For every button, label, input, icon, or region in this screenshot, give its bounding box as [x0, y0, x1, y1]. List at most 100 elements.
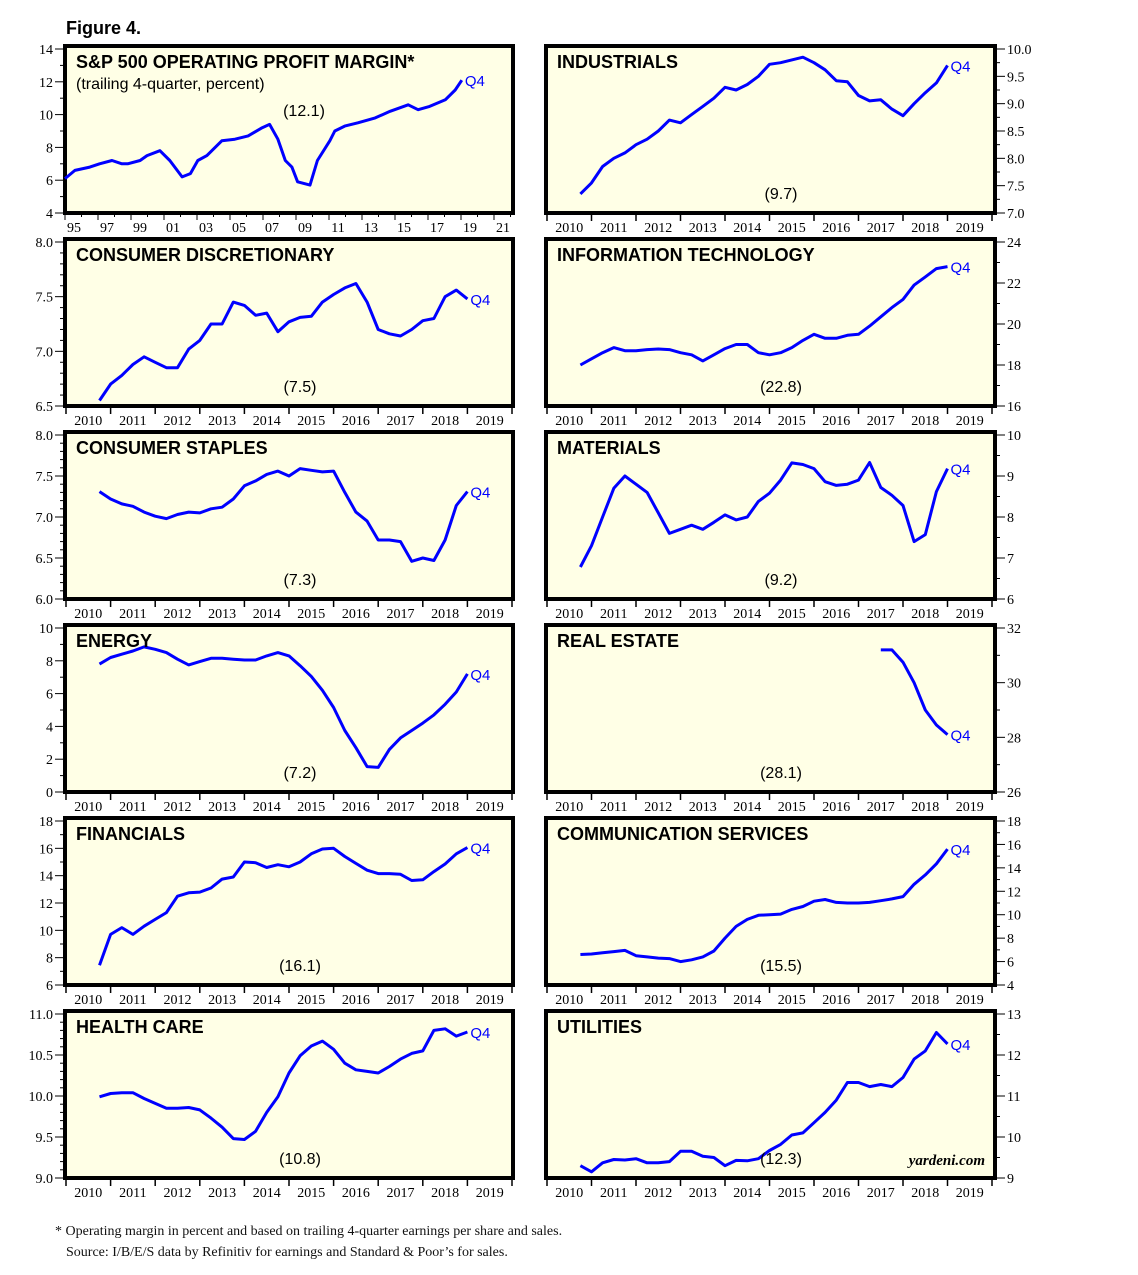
- x-tick-label: 2017: [867, 414, 895, 429]
- series-line: [579, 265, 948, 367]
- y-tick-label: 9: [1007, 470, 1014, 485]
- y-tick-label: 7.5: [36, 470, 54, 485]
- y-tick-label: 6: [46, 174, 53, 189]
- footnote-source: Source: I/B/E/S data by Refinitiv for ea…: [66, 1245, 508, 1260]
- x-tick-label: 2016: [342, 993, 370, 1008]
- panel-industrials: 7.0 7.5 8.0 8.5 9.0 9.5 10.0 2010 2011 2012 2013 20…: [544, 43, 1032, 236]
- x-tick-label: 2017: [387, 414, 415, 429]
- footnote-definition: * Operating margin in percent and based …: [55, 1224, 563, 1239]
- y-tick-label: 12: [1007, 1049, 1021, 1064]
- series-line: [579, 55, 949, 195]
- x-tick-label: 2016: [342, 1186, 370, 1201]
- y-tick-label: 9.0: [36, 1172, 54, 1187]
- x-tick-label: 15: [397, 221, 411, 236]
- y-tick-label: 14: [39, 43, 53, 58]
- panel-title: COMMUNICATION SERVICES: [557, 824, 808, 844]
- x-tick-label: 07: [265, 221, 279, 236]
- x-tick-label: 2018: [431, 607, 459, 622]
- y-tick-label: 8.0: [36, 429, 54, 444]
- y-tick-label: 14: [1007, 862, 1021, 877]
- value-label: (16.1): [279, 958, 321, 975]
- x-tick-label: 2012: [644, 607, 672, 622]
- y-tick-label: 12: [39, 76, 53, 91]
- x-tick-label: 2017: [387, 800, 415, 815]
- y-tick-label: 10: [1007, 909, 1021, 924]
- x-tick-label: 2016: [822, 800, 850, 815]
- x-tick-label: 2012: [164, 607, 192, 622]
- panel-title: S&P 500 OPERATING PROFIT MARGIN*: [76, 52, 414, 72]
- x-tick-label: 2017: [387, 993, 415, 1008]
- end-label-q4: Q4: [470, 292, 490, 309]
- x-tick-label: 2013: [689, 414, 717, 429]
- panel-title: INDUSTRIALS: [557, 52, 678, 72]
- x-tick-label: 2012: [644, 414, 672, 429]
- x-tick-label: 2016: [822, 221, 850, 236]
- x-tick-label: 2019: [956, 414, 984, 429]
- end-label-q4: Q4: [951, 1037, 971, 1054]
- y-tick-label: 6: [46, 979, 53, 994]
- x-tick-label: 2010: [555, 800, 583, 815]
- x-tick-label: 2014: [733, 993, 761, 1008]
- y-tick-label: 11.0: [29, 1008, 53, 1023]
- x-tick-label: 05: [232, 221, 246, 236]
- series-line: [98, 467, 469, 563]
- x-tick-label: 2013: [689, 221, 717, 236]
- end-label-q4: Q4: [470, 667, 490, 684]
- x-tick-label: 2019: [956, 221, 984, 236]
- panel-materials: 6 7 8 9 10 2010 2011 2012 2013 2014 2015 2016 2017 20…: [544, 429, 1021, 622]
- x-tick-label: 2013: [689, 800, 717, 815]
- panel-frame: [63, 816, 515, 987]
- x-tick-label: 2014: [733, 607, 761, 622]
- x-tick-label: 2013: [208, 607, 236, 622]
- y-tick-label: 7: [1007, 552, 1014, 567]
- x-tick-label: 2013: [689, 1186, 717, 1201]
- x-tick-label: 2012: [644, 1186, 672, 1201]
- x-tick-label: 2013: [208, 993, 236, 1008]
- x-tick-label: 2019: [476, 993, 504, 1008]
- end-label-q4: Q4: [470, 841, 490, 858]
- x-tick-label: 2011: [600, 993, 627, 1008]
- x-tick-label: 2010: [555, 1186, 583, 1201]
- x-tick-label: 2019: [956, 993, 984, 1008]
- x-tick-label: 2016: [822, 1186, 850, 1201]
- x-tick-label: 03: [199, 221, 213, 236]
- y-tick-label: 7.5: [1007, 180, 1025, 195]
- y-tick-label: 7.5: [36, 291, 54, 306]
- y-tick-label: 10.0: [1007, 43, 1032, 58]
- x-tick-label: 2010: [74, 993, 102, 1008]
- x-tick-label: 2015: [297, 800, 325, 815]
- y-tick-label: 8: [1007, 932, 1014, 947]
- x-tick-label: 2016: [342, 607, 370, 622]
- panel-title: INFORMATION TECHNOLOGY: [557, 245, 815, 265]
- x-tick-label: 2018: [911, 607, 939, 622]
- panel-financials: 6 8 10 12 14 16 18 2010 2011 2012 2013 2014 2015 2016…: [39, 815, 515, 1008]
- y-tick-label: 9.0: [1007, 98, 1025, 113]
- panel-title: CONSUMER STAPLES: [76, 438, 268, 458]
- end-label-q4: Q4: [470, 1025, 490, 1042]
- x-tick-label: 2019: [476, 1186, 504, 1201]
- y-tick-label: 8: [46, 952, 53, 967]
- y-tick-label: 7.0: [1007, 207, 1025, 222]
- panel-frame: [544, 430, 997, 601]
- x-tick-label: 17: [430, 221, 444, 236]
- x-tick-label: 2010: [555, 607, 583, 622]
- value-label: (12.1): [283, 103, 325, 120]
- x-tick-label: 2013: [689, 607, 717, 622]
- y-tick-label: 6.5: [36, 552, 54, 567]
- y-tick-label: 16: [1007, 838, 1021, 853]
- x-tick-label: 2014: [733, 221, 761, 236]
- x-tick-label: 2010: [74, 1186, 102, 1201]
- panel-title: CONSUMER DISCRETIONARY: [76, 245, 334, 265]
- x-tick-label: 2018: [911, 800, 939, 815]
- x-tick-label: 2011: [119, 607, 146, 622]
- x-tick-label: 2017: [867, 607, 895, 622]
- y-tick-label: 16: [1007, 400, 1021, 415]
- panel-consumer-staples: 6.0 6.5 7.0 7.5 8.0 2010 2011 2012 2013 2014 2015 2…: [36, 429, 515, 622]
- y-tick-label: 18: [1007, 359, 1021, 374]
- x-tick-label: 2016: [342, 800, 370, 815]
- y-tick-label: 8.0: [36, 236, 54, 251]
- series-line: [64, 79, 464, 187]
- x-tick-label: 2013: [208, 414, 236, 429]
- x-tick-label: 2016: [822, 993, 850, 1008]
- x-tick-label: 19: [463, 221, 477, 236]
